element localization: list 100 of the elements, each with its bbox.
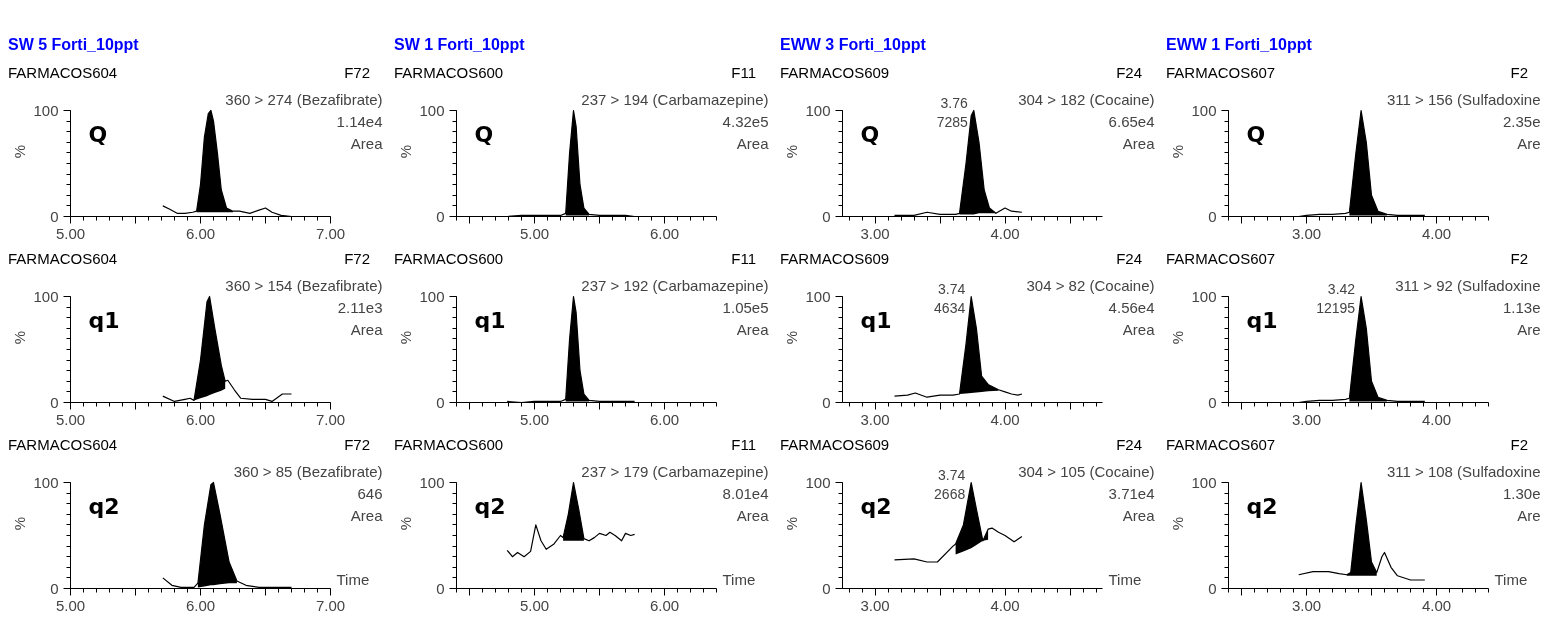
y-tick-label: 100 <box>419 101 445 119</box>
y-tick-label: 100 <box>33 473 59 491</box>
text: FARMACOS607 <box>1166 435 1276 455</box>
y-axis-title: % <box>11 516 29 531</box>
x-tick-label: 7.00 <box>315 224 346 242</box>
annotation: q2 <box>474 494 506 519</box>
y-axis-title: % <box>1169 144 1187 159</box>
x-tick-label: 4.00 <box>990 410 1020 428</box>
y-axis-title: % <box>1169 516 1187 531</box>
text: FARMACOS607 <box>1166 249 1276 269</box>
annotation: Q <box>860 122 880 147</box>
annotation: 2668 <box>934 485 966 502</box>
annotation: 3.76 <box>940 94 969 111</box>
x-tick-label: 6.00 <box>185 596 216 614</box>
y-tick-label: 0 <box>436 393 445 411</box>
text: F72 <box>344 63 370 83</box>
text: 6.65e4 <box>1108 112 1155 130</box>
x-tick-label: 4.00 <box>990 224 1020 242</box>
text: F72 <box>344 249 370 269</box>
text: Area <box>350 507 384 524</box>
y-tick-label: 100 <box>805 287 831 305</box>
annotation: 3.74 <box>937 280 966 297</box>
text: 237 > 194 (Carbamazepine) <box>581 91 769 108</box>
x-tick-label: 4.00 <box>1421 224 1452 242</box>
text: FARMACOS604 <box>8 249 118 269</box>
y-tick-label: 0 <box>1208 579 1217 597</box>
text: 304 > 182 (Cocaine) <box>1018 91 1155 108</box>
x-tick-label: 6.00 <box>185 410 216 428</box>
x-tick-label: 5.00 <box>519 410 550 428</box>
x-tick-label: 3.00 <box>860 410 890 428</box>
annotation: 4634 <box>934 299 966 316</box>
text: FARMACOS600 <box>394 63 504 83</box>
annotation: 3.42 <box>1327 280 1356 297</box>
y-axis-title: % <box>783 144 801 159</box>
text: FARMACOS600 <box>394 435 504 455</box>
text: 237 > 179 (Carbamazepine) <box>581 463 769 480</box>
text: 311 > 156 (Sulfadoxine <box>1386 91 1541 108</box>
y-tick-label: 100 <box>33 101 59 119</box>
text: F2 <box>1510 63 1528 83</box>
annotation: q2 <box>88 494 120 519</box>
text: FARMACOS609 <box>780 435 890 455</box>
x-tick-label: 3.00 <box>1291 224 1322 242</box>
y-tick-label: 0 <box>822 207 831 225</box>
text: Area <box>1122 321 1156 338</box>
x-axis-title: Time <box>1108 570 1142 588</box>
text: F11 <box>731 63 756 83</box>
text: Are <box>1517 321 1541 338</box>
text: 311 > 108 (Sulfadoxine <box>1386 463 1541 480</box>
text: 360 > 85 (Bezafibrate) <box>233 463 383 480</box>
x-tick-label: 4.00 <box>1421 410 1452 428</box>
text: FARMACOS600 <box>394 249 504 269</box>
chart-title: EWW 3 Forti_10ppt <box>779 35 927 55</box>
x-tick-label: 7.00 <box>315 410 346 428</box>
y-axis-title: % <box>783 330 801 345</box>
text: 304 > 105 (Cocaine) <box>1018 463 1155 480</box>
chart-title: EWW 1 Forti_10ppt <box>1165 35 1313 55</box>
annotation: 12195 <box>1316 299 1356 316</box>
text: 4.56e4 <box>1108 298 1155 316</box>
y-tick-label: 100 <box>1191 473 1217 491</box>
x-tick-label: 6.00 <box>649 410 680 428</box>
y-axis-title: % <box>11 330 29 345</box>
annotation: Q <box>88 122 108 147</box>
x-tick-label: 5.00 <box>55 596 86 614</box>
text: 360 > 274 (Bezafibrate) <box>225 91 383 108</box>
x-axis-title: Time <box>336 570 370 588</box>
text: 2.35e <box>1502 112 1541 130</box>
y-tick-label: 100 <box>419 473 445 491</box>
y-tick-label: 0 <box>50 207 59 225</box>
x-tick-label: 6.00 <box>185 224 216 242</box>
x-tick-label: 3.00 <box>1291 596 1322 614</box>
text: 311 > 92 (Sulfadoxine <box>1395 277 1541 294</box>
x-tick-label: 3.00 <box>1291 410 1322 428</box>
text: 1.30e <box>1502 484 1541 502</box>
chart-title: SW 5 Forti_10ppt <box>7 35 140 55</box>
text: Are <box>1517 507 1541 524</box>
annotation: q1 <box>1246 308 1278 333</box>
x-tick-label: 5.00 <box>519 596 550 614</box>
x-tick-label: 4.00 <box>990 596 1020 614</box>
text: 1.13e <box>1502 298 1541 316</box>
text: F2 <box>1510 249 1528 269</box>
annotation: q2 <box>860 494 892 519</box>
x-tick-label: 6.00 <box>649 224 680 242</box>
y-tick-label: 100 <box>33 287 59 305</box>
annotation: 7285 <box>936 113 969 130</box>
text: 1.14e4 <box>336 112 383 130</box>
x-tick-label: 6.00 <box>649 596 680 614</box>
y-tick-label: 0 <box>822 579 831 597</box>
text: FARMACOS609 <box>780 63 890 83</box>
text: F11 <box>731 435 756 455</box>
annotation: q1 <box>474 308 506 333</box>
y-axis-title: % <box>397 330 415 345</box>
y-tick-label: 0 <box>50 393 59 411</box>
text: 3.71e4 <box>1108 484 1155 502</box>
text: Area <box>736 321 770 338</box>
text: Are <box>1517 135 1541 152</box>
x-axis-title: Time <box>722 570 756 588</box>
y-tick-label: 0 <box>50 579 59 597</box>
text: Area <box>350 321 384 338</box>
text: F24 <box>1116 435 1142 455</box>
y-tick-label: 100 <box>419 287 445 305</box>
